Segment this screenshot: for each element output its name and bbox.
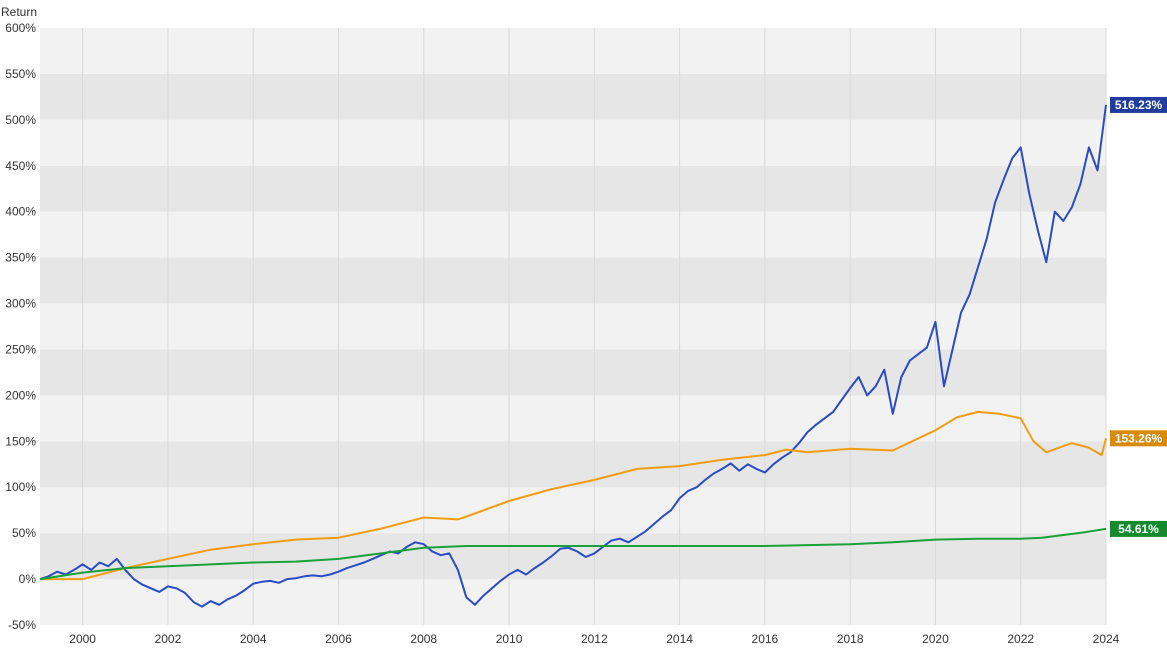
y-axis-title: Return: [1, 5, 37, 19]
y-tick-label: 500%: [5, 113, 36, 127]
series-lines: [39, 104, 1107, 608]
grid-band: [40, 349, 1106, 396]
x-tick-label: 2004: [240, 632, 267, 646]
x-tick-label: 2016: [752, 632, 779, 646]
y-tick-label: 250%: [5, 342, 36, 356]
x-tick-label: 2012: [581, 632, 608, 646]
x-tick-label: 2024: [1093, 632, 1120, 646]
x-tick-label: 2008: [410, 632, 437, 646]
grid-band: [40, 73, 1106, 120]
y-tick-label: 450%: [5, 159, 36, 173]
grid-band: [40, 119, 1106, 166]
plot-background: [40, 28, 1106, 625]
end-value-label: 516.23%: [1115, 98, 1163, 112]
grid-band: [40, 257, 1106, 304]
grid-band: [40, 395, 1106, 442]
grid-band: [40, 28, 1106, 74]
x-tick-label: 2020: [922, 632, 949, 646]
series-line-0: [39, 104, 1107, 608]
series-line-2: [39, 527, 1107, 581]
y-tick-label: 550%: [5, 67, 36, 81]
grid-band: [40, 579, 1106, 625]
y-tick-label: 50%: [12, 526, 36, 540]
end-label-badge: [1110, 520, 1167, 537]
x-tick-label: 2010: [496, 632, 523, 646]
y-tick-label: -50%: [8, 618, 36, 632]
y-tick-label: 400%: [5, 205, 36, 219]
y-tick-label: 100%: [5, 480, 36, 494]
end-label-badge: [1110, 430, 1167, 447]
y-tick-label: 0%: [19, 572, 37, 586]
grid-band: [40, 303, 1106, 350]
x-axis-ticks: 2000 2002 2004 2006 2008 2010 2012 2014 2016 2018…: [69, 632, 1119, 646]
y-tick-label: 300%: [5, 297, 36, 311]
end-value-label: 54.61%: [1118, 522, 1159, 536]
x-tick-label: 2000: [69, 632, 96, 646]
grid-band: [40, 211, 1106, 258]
series-line-1: [40, 410, 1107, 581]
y-tick-label: 350%: [5, 251, 36, 265]
y-axis-ticks: -50% 0% 50% 100% 150% 200% 250% 300% 350% 400% 450…: [5, 21, 36, 632]
end-label-badge: [1110, 96, 1167, 113]
end-value-label: 153.26%: [1115, 431, 1163, 445]
x-tick-label: 2022: [1007, 632, 1034, 646]
grid-band: [40, 441, 1106, 488]
y-tick-label: 600%: [5, 21, 36, 35]
grid-band: [40, 487, 1106, 534]
x-tick-label: 2018: [837, 632, 864, 646]
grid-band: [40, 165, 1106, 212]
x-tick-label: 2002: [155, 632, 182, 646]
y-tick-label: 150%: [5, 434, 36, 448]
x-tick-label: 2014: [666, 632, 693, 646]
end-value-labels: 516.23% 153.26% 54.61%: [1110, 96, 1167, 537]
x-tick-label: 2006: [325, 632, 352, 646]
y-tick-label: 200%: [5, 388, 36, 402]
